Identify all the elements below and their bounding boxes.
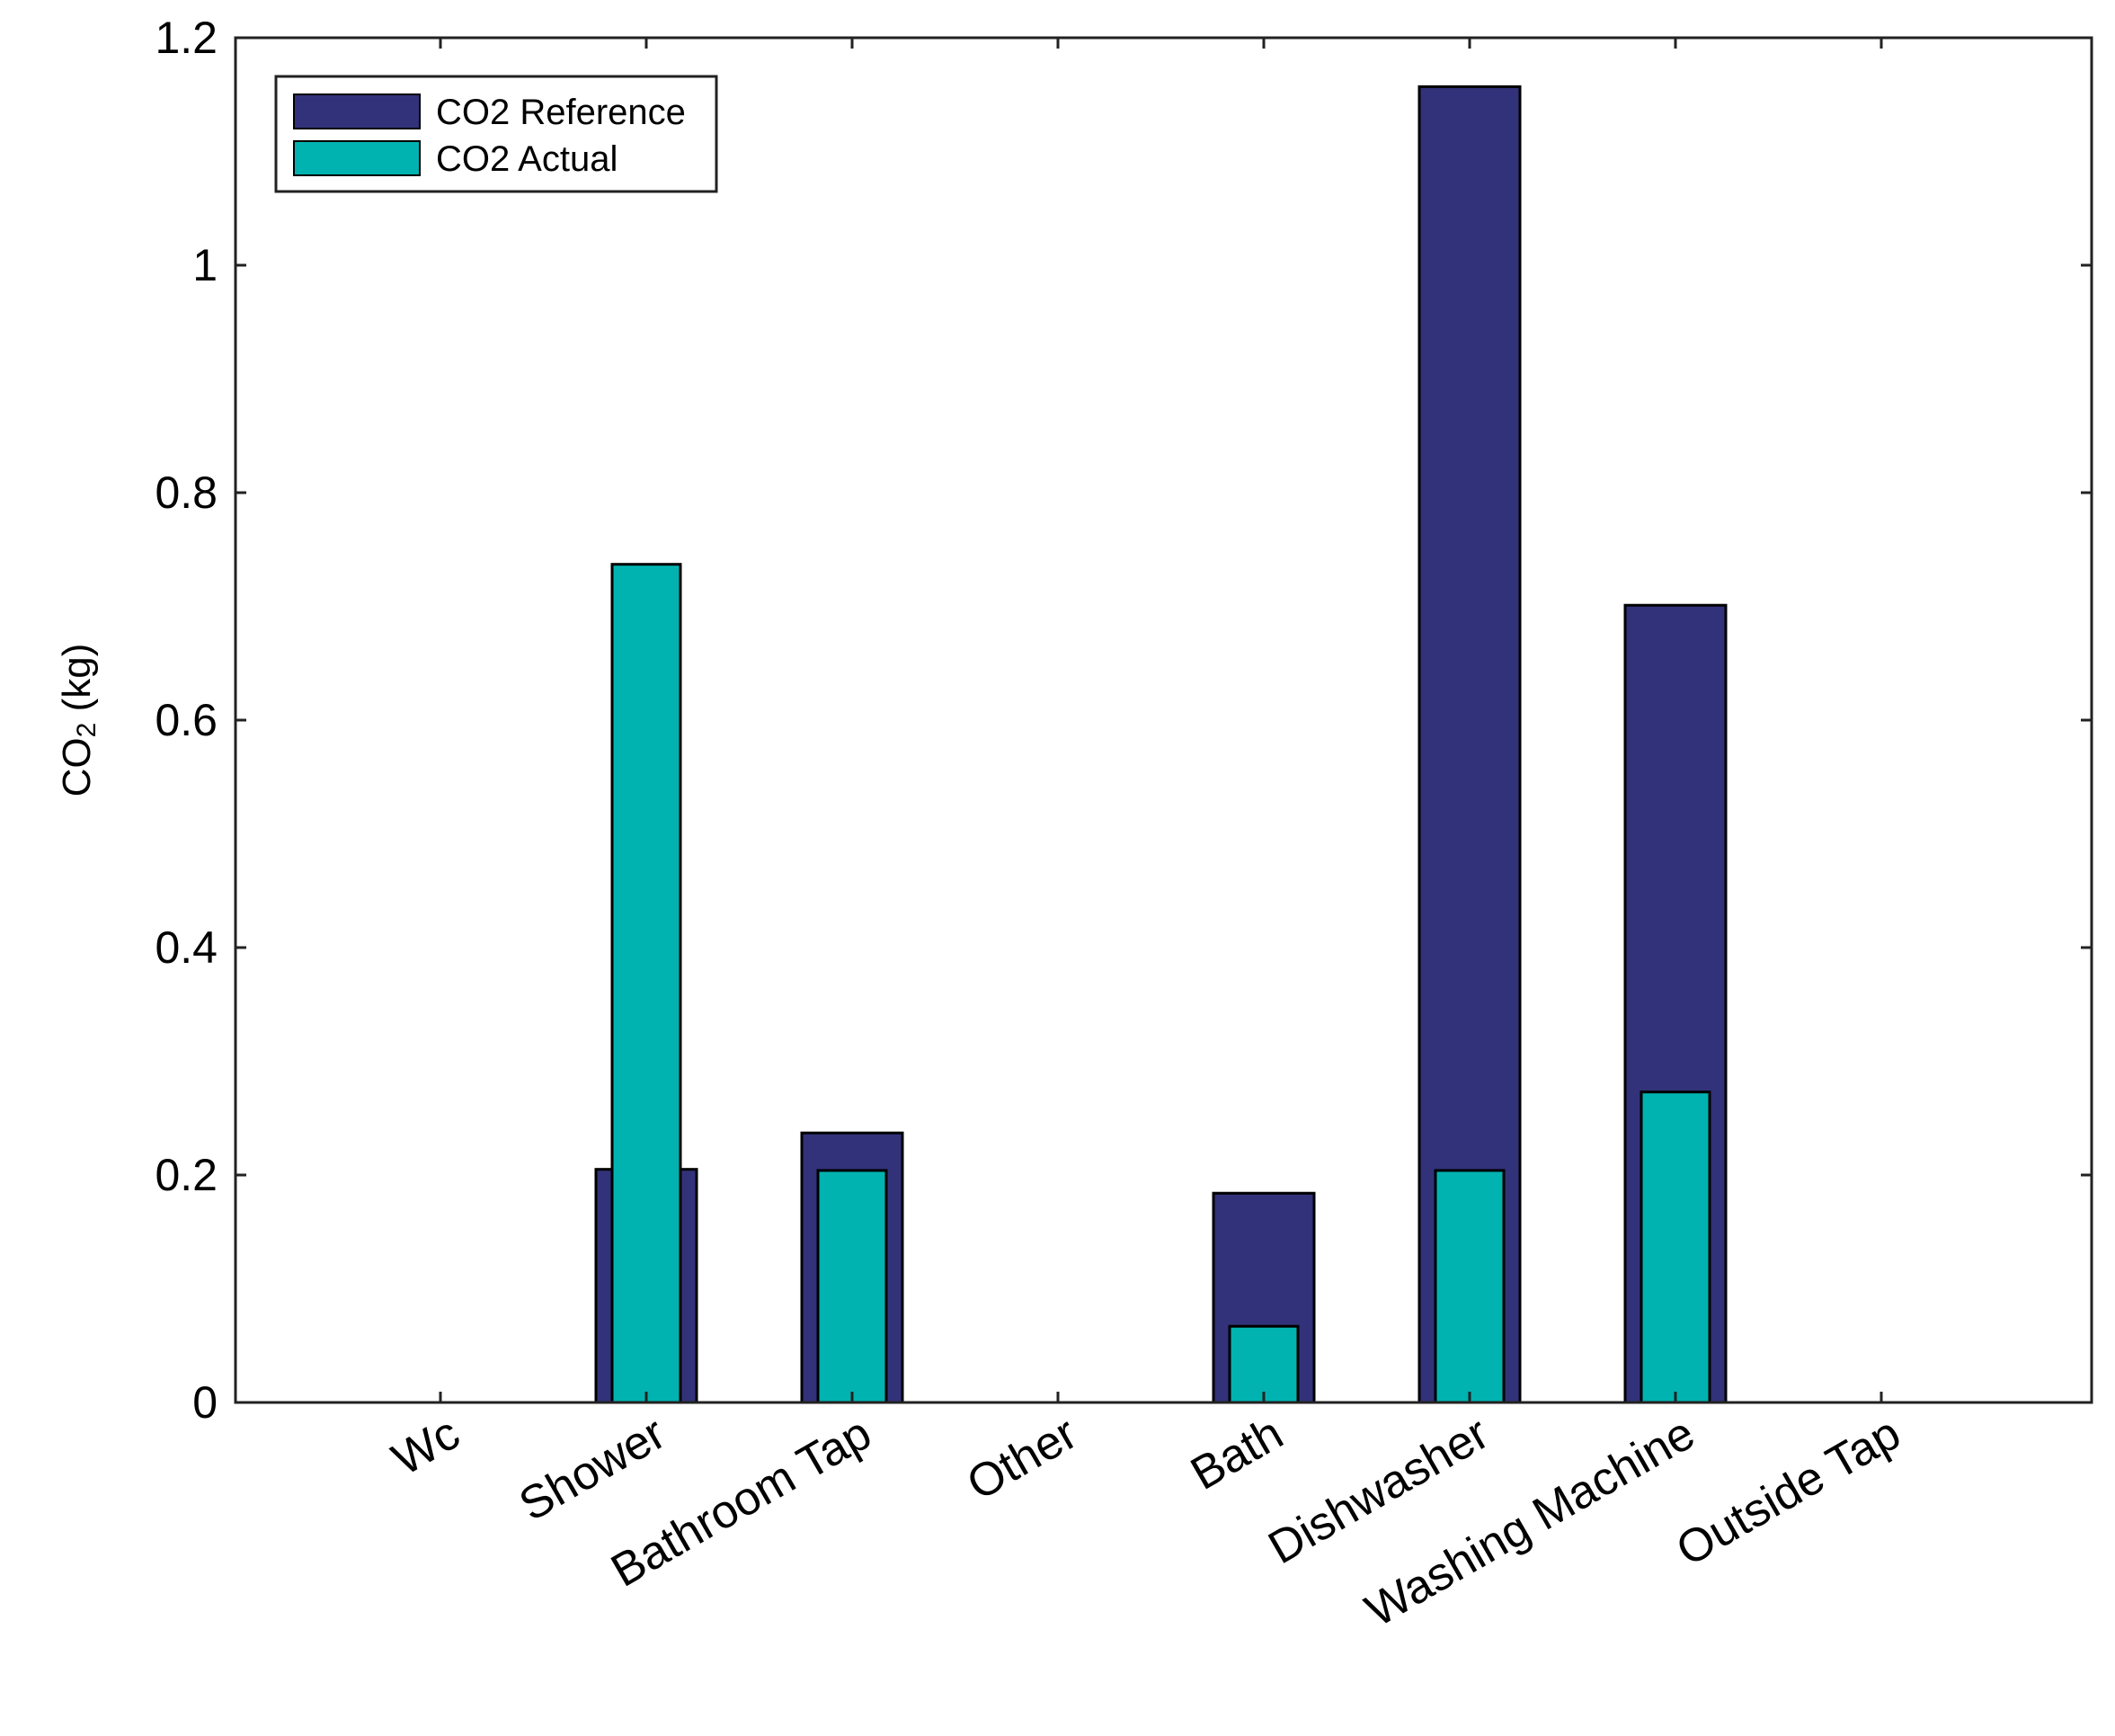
bar-actual-2	[816, 1169, 888, 1404]
y-axis-label-subscript: 2	[72, 723, 102, 738]
legend-swatch-actual	[293, 140, 421, 176]
y-axis-label-main: CO	[55, 737, 99, 797]
y-tick-label-2: 0.4	[155, 922, 218, 973]
y-ticks: 0 0.2 0.4 0.6 0.8 1 1.2	[155, 13, 2092, 1428]
y-axis-label-unit: (kg)	[55, 644, 99, 723]
bar-actual-1	[610, 563, 682, 1404]
bar-actual-5	[1434, 1169, 1506, 1404]
legend-swatch-reference	[293, 93, 421, 129]
legend-label-actual: CO2 Actual	[436, 139, 618, 179]
legend: CO2 Reference CO2 Actual	[274, 75, 718, 193]
bar-actual-6	[1640, 1091, 1711, 1404]
bars-layer	[439, 38, 1883, 1404]
y-tick-label-6: 1.2	[155, 13, 218, 63]
y-tick-label-0: 0	[192, 1377, 218, 1428]
y-tick-label-3: 0.6	[155, 695, 218, 745]
y-axis-label: CO2 (kg)	[55, 644, 102, 797]
y-tick-label-4: 0.8	[155, 467, 218, 518]
y-tick-label-1: 0.2	[155, 1150, 218, 1200]
y-tick-label-5: 1	[192, 240, 218, 290]
bar-actual-4	[1228, 1324, 1300, 1404]
legend-label-reference: CO2 Reference	[436, 93, 686, 132]
